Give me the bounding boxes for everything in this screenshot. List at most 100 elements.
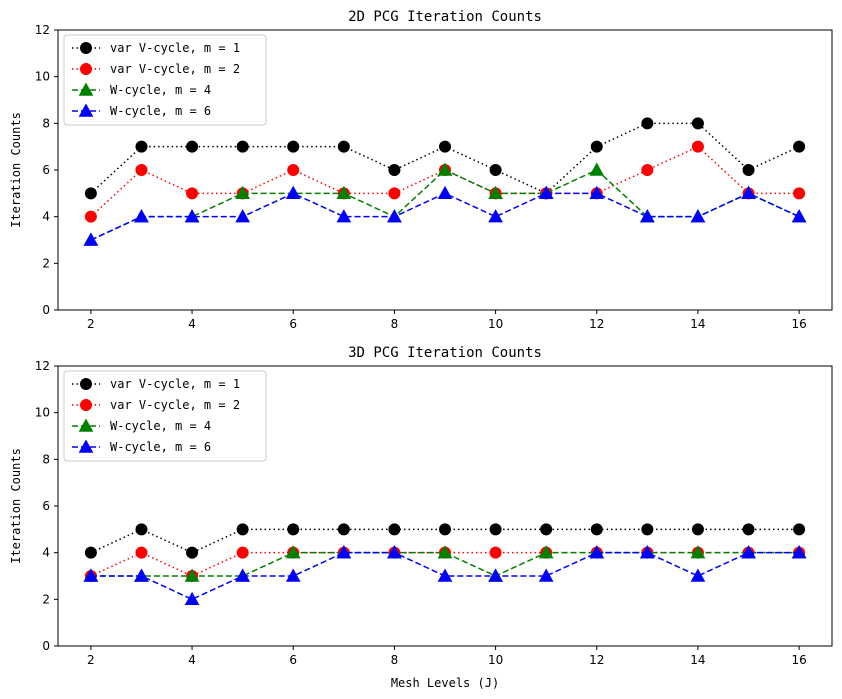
data-point-marker: [336, 209, 352, 223]
data-point-marker: [741, 545, 756, 559]
data-point-marker: [791, 545, 807, 559]
data-point-marker: [134, 568, 149, 582]
data-point-marker: [793, 140, 806, 153]
x-tick-label: 16: [791, 653, 806, 667]
data-point-marker: [437, 568, 453, 582]
x-tick-label: 14: [690, 317, 705, 331]
legend-label: var V-cycle, m = 1: [110, 377, 240, 391]
legend-item: W-cycle, m = 6: [72, 103, 211, 118]
legend-label: var V-cycle, m = 2: [110, 62, 240, 76]
data-point-marker: [641, 164, 654, 176]
data-point-marker: [590, 523, 603, 536]
data-point-marker: [80, 399, 92, 411]
legend-item: var V-cycle, m = 1: [72, 41, 240, 55]
x-tick-label: 2: [87, 317, 95, 331]
data-point-marker: [640, 209, 655, 223]
y-tick-label: 10: [35, 70, 50, 84]
data-point-marker: [388, 164, 401, 176]
y-tick-label: 10: [35, 406, 50, 420]
legend-item: var V-cycle, m = 2: [72, 62, 240, 76]
y-axis-label: Iteration Counts: [9, 112, 23, 228]
data-point-marker: [285, 568, 301, 582]
data-point-marker: [235, 209, 250, 223]
data-point-marker: [488, 568, 503, 582]
data-point-marker: [691, 117, 704, 130]
chart-3d-pcg: 3D PCG Iteration Counts Iteration Counts…: [9, 345, 833, 690]
x-tick-label: 6: [289, 317, 297, 331]
data-point-marker: [589, 545, 605, 559]
legend-box: [63, 34, 267, 126]
x-tick-label: 8: [391, 653, 399, 667]
y-axis-label: Iteration Counts: [9, 448, 23, 564]
y-tick-label: 12: [35, 359, 50, 373]
data-point-marker: [83, 568, 99, 582]
data-point-marker: [387, 545, 402, 559]
data-point-marker: [135, 164, 148, 176]
chart-2d-pcg: 2D PCG Iteration Counts Iteration Counts…: [9, 9, 833, 331]
x-tick-label: 12: [589, 653, 604, 667]
data-point-marker: [184, 591, 200, 606]
data-point-marker: [437, 185, 453, 200]
y-tick-label: 2: [42, 256, 50, 270]
x-tick-label: 10: [488, 653, 503, 667]
data-point-marker: [236, 523, 249, 536]
data-point-marker: [489, 164, 502, 176]
data-point-marker: [235, 568, 250, 582]
data-point-marker: [84, 187, 97, 200]
data-point-marker: [590, 140, 603, 153]
data-point-marker: [336, 545, 352, 559]
data-point-marker: [488, 209, 503, 223]
data-point-marker: [135, 546, 148, 559]
data-point-marker: [80, 42, 92, 54]
data-point-marker: [80, 63, 92, 75]
data-point-marker: [78, 418, 94, 432]
x-tick-label: 2: [87, 653, 95, 667]
data-point-marker: [336, 185, 352, 200]
data-point-marker: [690, 568, 706, 582]
data-point-marker: [488, 185, 503, 200]
data-point-marker: [791, 209, 807, 223]
data-point-marker: [437, 162, 453, 176]
series-line: [90, 551, 800, 577]
legend: var V-cycle, m = 1 var V-cycle, m = 2 W-cy…: [63, 370, 267, 462]
data-point-marker: [387, 209, 402, 223]
data-point-marker: [186, 140, 199, 153]
x-tick-label: 10: [488, 317, 503, 331]
data-point-marker: [285, 545, 301, 559]
legend-item: var V-cycle, m = 1: [72, 377, 240, 391]
y-tick-label: 4: [42, 210, 50, 224]
data-point-marker: [135, 140, 148, 153]
x-tick-label: 16: [791, 317, 806, 331]
data-point-marker: [691, 140, 704, 153]
x-tick-label: 4: [188, 653, 196, 667]
data-point-marker: [641, 523, 654, 536]
x-tick-label: 4: [188, 317, 196, 331]
data-point-marker: [690, 209, 706, 223]
data-point-marker: [80, 378, 92, 390]
y-tick-label: 6: [42, 499, 50, 513]
data-point-marker: [236, 546, 249, 559]
data-point-marker: [437, 545, 453, 559]
data-point-marker: [641, 117, 654, 130]
x-tick-label: 6: [289, 653, 297, 667]
data-point-marker: [388, 187, 401, 200]
legend-item: W-cycle, m = 6: [72, 439, 211, 454]
data-point-marker: [83, 232, 99, 246]
data-point-marker: [793, 187, 806, 200]
data-point-marker: [489, 546, 502, 559]
x-tick-label: 8: [391, 317, 399, 331]
y-tick-label: 2: [42, 592, 50, 606]
data-point-marker: [793, 523, 806, 536]
data-point-marker: [439, 523, 451, 536]
data-point-marker: [742, 523, 755, 536]
y-tick-label: 8: [42, 116, 50, 130]
data-point-marker: [285, 185, 301, 200]
legend-item: W-cycle, m = 4: [72, 418, 211, 433]
data-point-marker: [690, 545, 706, 559]
data-point-marker: [236, 140, 249, 153]
data-point-marker: [538, 185, 554, 200]
y-tick-label: 0: [42, 303, 50, 317]
legend-label: W-cycle, m = 6: [110, 440, 211, 454]
legend: var V-cycle, m = 1 var V-cycle, m = 2 W-cy…: [63, 34, 267, 126]
